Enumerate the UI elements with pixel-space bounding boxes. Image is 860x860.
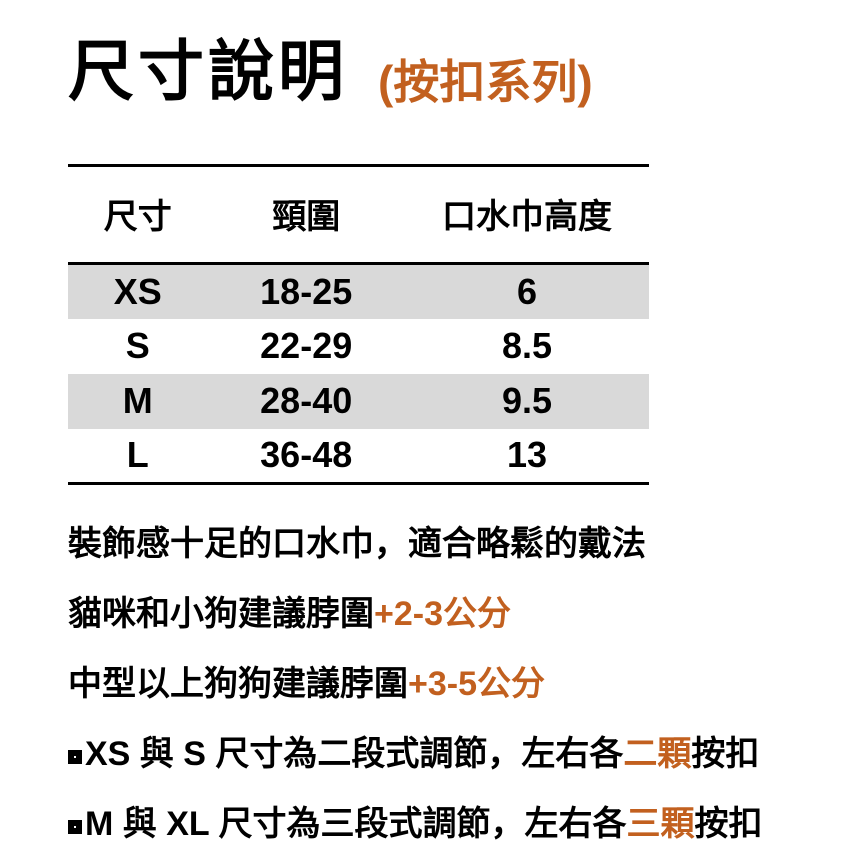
note-medium-pets-highlight: +3-5公分 [408,665,545,704]
note-small-pets-highlight: +2-3公分 [374,595,511,634]
cell-size: M [122,380,153,421]
cell-size: S [125,325,150,366]
note-xs-s-text1: XS 與 S 尺寸為二段式調節，左右各 [85,735,624,774]
cell-neck: 22-29 [260,325,353,366]
cell-bib-height: 8.5 [501,325,552,366]
note-m-xl-text2: 按扣 [694,805,763,844]
cell-neck: 36-48 [260,434,353,476]
column-header-bib-height: 口水巾高度 [441,198,612,236]
table-header-row: 尺寸 頸圍 口水巾高度 [68,166,649,264]
cell-bib-height: 9.5 [501,380,552,421]
note-fit-style: 裝飾感十足的口水巾，適合略鬆的戴法 [68,525,820,564]
column-header-neck: 頸圍 [272,198,341,236]
table-row-xs: XS 18-25 6 [68,263,649,319]
table-row-m: M 28-40 9.5 [68,373,649,429]
cell-bib-height: 13 [506,434,547,476]
notes-section: 裝飾感十足的口水巾，適合略鬆的戴法 貓咪和小狗建議脖圍+2-3公分 中型以上狗狗… [68,525,820,844]
note-medium-pets-text: 中型以上狗狗建議脖圍 [68,665,408,704]
cell-neck: 18-25 [260,270,353,312]
note-m-xl-text1: M 與 XL 尺寸為三段式調節，左右各 [85,805,627,844]
cell-bib-height: 6 [516,270,537,312]
table-row-s: S 22-29 8.5 [68,319,649,374]
table-row-l: L 36-48 13 [68,429,649,484]
size-table: 尺寸 頸圍 口水巾高度 XS 18-25 6 S 22-29 8.5 M 28-… [68,164,649,485]
column-header-size: 尺寸 [103,198,172,236]
note-xs-s-highlight: 二顆 [623,735,692,774]
note-small-pets-text: 貓咪和小狗建議脖圍 [68,595,374,634]
page-subtitle: (按扣系列) [378,56,593,108]
cell-size: XS [113,270,162,312]
note-small-pets: 貓咪和小狗建議脖圍+2-3公分 [68,595,820,634]
note-medium-pets: 中型以上狗狗建議脖圍+3-5公分 [68,665,820,704]
note-m-xl-snaps: M 與 XL 尺寸為三段式調節，左右各三顆按扣 [68,805,820,844]
note-xs-s-snaps: XS 與 S 尺寸為二段式調節，左右各二顆按扣 [68,735,820,774]
cell-neck: 28-40 [260,380,353,421]
square-bullet-icon [68,750,82,765]
page-title: 尺寸說明 [68,34,348,108]
square-bullet-icon [68,820,82,835]
note-fit-text: 裝飾感十足的口水巾，適合略鬆的戴法 [68,525,646,563]
cell-size: L [126,434,149,476]
note-m-xl-highlight: 三顆 [626,805,695,844]
note-xs-s-text2: 按扣 [691,735,760,774]
page-header: 尺寸說明 (按扣系列) [68,34,820,108]
